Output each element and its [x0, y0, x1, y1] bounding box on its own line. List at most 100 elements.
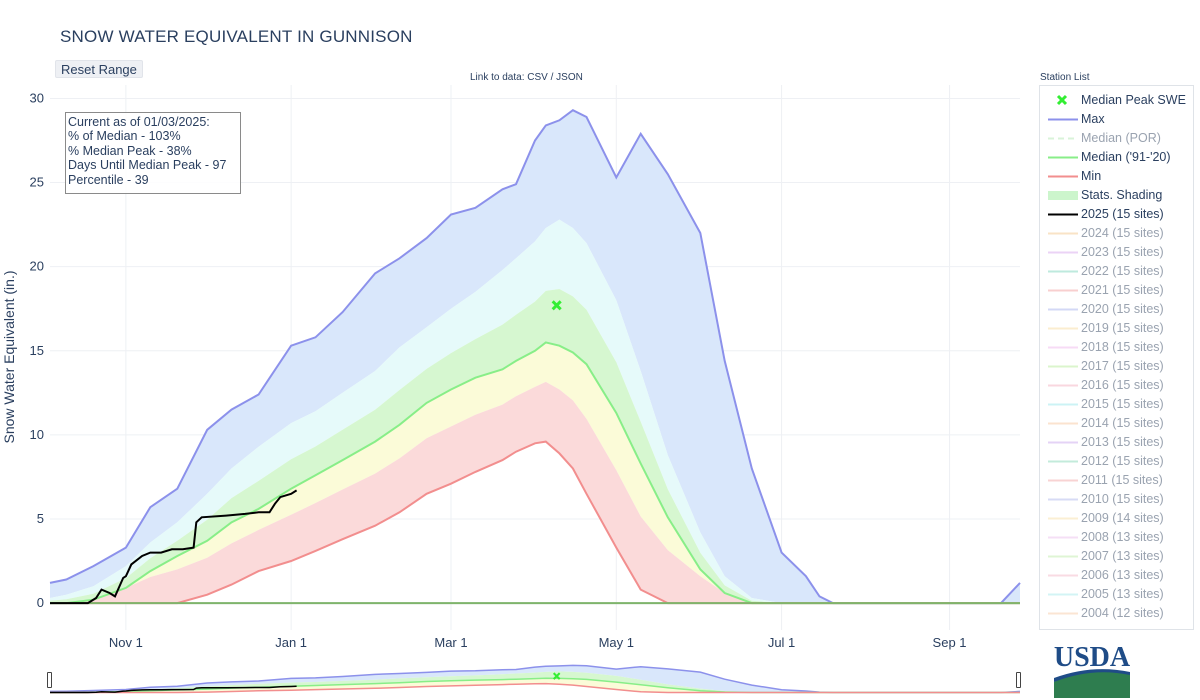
- band-upper-mid: [50, 219, 1020, 604]
- legend-swatch: [1048, 308, 1078, 311]
- json-link[interactable]: JSON: [556, 72, 583, 83]
- y-tick-label: 15: [30, 343, 44, 358]
- x-tick-label: Nov 1: [109, 635, 143, 650]
- band-median-lower: [50, 342, 1020, 604]
- legend-swatch: [1048, 593, 1078, 596]
- legend-label: 2021 (15 sites): [1081, 283, 1164, 297]
- legend-swatch: [1048, 213, 1078, 216]
- legend-label: Stats. Shading: [1081, 188, 1163, 202]
- usda-logo-stripe: [1054, 669, 1130, 682]
- legend-label: 2013 (15 sites): [1081, 435, 1164, 449]
- y-tick-label: 5: [37, 511, 44, 526]
- legend-item[interactable]: 2023 (15 sites): [1040, 243, 1195, 262]
- x-tick-label: Mar 1: [434, 635, 467, 650]
- legend-swatch: [1048, 555, 1078, 558]
- legend-item[interactable]: 2010 (15 sites): [1040, 490, 1195, 509]
- legend-item[interactable]: 2015 (15 sites): [1040, 395, 1195, 414]
- legend-item[interactable]: 2024 (15 sites): [1040, 224, 1195, 243]
- legend-item[interactable]: Median ('91-'20): [1040, 148, 1195, 167]
- legend-swatch: [1048, 232, 1078, 235]
- legend-item[interactable]: 2013 (15 sites): [1040, 433, 1195, 452]
- range-slider-right-handle[interactable]: [1016, 672, 1021, 688]
- legend-label: 2019 (15 sites): [1081, 321, 1164, 335]
- station-list-link[interactable]: Station List: [1040, 72, 1090, 83]
- legend-swatch: [1048, 460, 1078, 463]
- legend-label: 2014 (15 sites): [1081, 416, 1164, 430]
- legend-swatch: [1048, 384, 1078, 387]
- legend-item[interactable]: 2019 (15 sites): [1040, 319, 1195, 338]
- x-tick-label: Jan 1: [275, 635, 307, 650]
- legend-item[interactable]: 2004 (12 sites): [1040, 604, 1195, 623]
- legend-swatch: [1048, 479, 1078, 482]
- legend-label: 2024 (15 sites): [1081, 226, 1164, 240]
- legend-label: 2016 (15 sites): [1081, 378, 1164, 392]
- legend-swatch: [1056, 94, 1068, 106]
- legend-item[interactable]: 2005 (13 sites): [1040, 585, 1195, 604]
- legend-item[interactable]: Stats. Shading: [1040, 186, 1195, 205]
- reset-range-button[interactable]: Reset Range: [55, 60, 143, 78]
- info-percentile: Percentile - 39: [68, 172, 149, 187]
- legend-item[interactable]: 2008 (13 sites): [1040, 528, 1195, 547]
- legend-item[interactable]: 2021 (15 sites): [1040, 281, 1195, 300]
- y-tick-label: 25: [30, 175, 44, 190]
- legend-item[interactable]: 2009 (14 sites): [1040, 509, 1195, 528]
- legend-label: 2023 (15 sites): [1081, 245, 1164, 259]
- usda-logo-text: USDA: [1054, 642, 1131, 673]
- legend-label: 2008 (13 sites): [1081, 530, 1164, 544]
- y-tick-label: 30: [30, 90, 44, 105]
- range-slider-left-handle[interactable]: [47, 672, 52, 688]
- data-link-bar: Link to data: CSV / JSON: [470, 72, 583, 83]
- info-current-date: Current as of 01/03/2025:: [68, 115, 210, 129]
- y-tick-label: 20: [30, 259, 44, 274]
- legend-swatch: [1048, 498, 1078, 501]
- band-lower-min: [50, 381, 1020, 604]
- legend-item[interactable]: 2007 (13 sites): [1040, 547, 1195, 566]
- legend-item[interactable]: 2014 (15 sites): [1040, 414, 1195, 433]
- legend-item[interactable]: 2006 (13 sites): [1040, 566, 1195, 585]
- csv-link[interactable]: CSV: [527, 72, 548, 83]
- legend-item[interactable]: Median (POR): [1040, 129, 1195, 148]
- legend-label: 2007 (13 sites): [1081, 549, 1164, 563]
- legend-swatch: [1048, 441, 1078, 444]
- legend-swatch: [1048, 156, 1078, 159]
- legend-label: 2025 (15 sites): [1081, 207, 1164, 221]
- slider-min-line: [50, 682, 1020, 694]
- slider-peak-marker: [552, 672, 561, 680]
- median-peak-x: [551, 300, 562, 311]
- legend-label: 2022 (15 sites): [1081, 264, 1164, 278]
- legend-item[interactable]: Median Peak SWE: [1040, 91, 1195, 110]
- legend-item[interactable]: 2022 (15 sites): [1040, 262, 1195, 281]
- range-slider[interactable]: [49, 664, 1021, 694]
- legend-label: 2005 (13 sites): [1081, 587, 1164, 601]
- data-link-prefix: Link to data:: [470, 72, 525, 83]
- legend-swatch: [1048, 574, 1078, 577]
- x-tick-label: Sep 1: [933, 635, 967, 650]
- usda-logo: USDA: [1054, 642, 1131, 698]
- legend-label: Median (POR): [1081, 131, 1161, 145]
- legend-band: [1048, 191, 1078, 200]
- band-median-upper: [50, 289, 1020, 604]
- legend-item[interactable]: 2017 (15 sites): [1040, 357, 1195, 376]
- legend-label: 2018 (15 sites): [1081, 340, 1164, 354]
- legend-label: Median ('91-'20): [1081, 150, 1171, 164]
- y-axis-label: Snow Water Equivalent (in.): [1, 271, 17, 444]
- legend-label: 2011 (15 sites): [1081, 473, 1163, 487]
- legend-label: Min: [1081, 169, 1102, 183]
- legend-item[interactable]: 2020 (15 sites): [1040, 300, 1195, 319]
- legend-item[interactable]: Max: [1040, 110, 1195, 129]
- legend-item[interactable]: Min: [1040, 167, 1195, 186]
- legend-item[interactable]: 2018 (15 sites): [1040, 338, 1195, 357]
- legend-label: 2012 (15 sites): [1081, 454, 1164, 468]
- legend-item[interactable]: 2016 (15 sites): [1040, 376, 1195, 395]
- chart-title: SNOW WATER EQUIVALENT IN GUNNISON: [60, 27, 413, 46]
- legend-label: 2010 (15 sites): [1081, 492, 1164, 506]
- legend-label: Max: [1081, 112, 1105, 126]
- legend-swatch: [1048, 517, 1078, 520]
- legend-label: 2009 (14 sites): [1081, 511, 1164, 525]
- legend-swatch: [1048, 422, 1078, 425]
- legend-item[interactable]: 2011 (15 sites): [1040, 471, 1195, 490]
- band-max-upper: [50, 110, 1020, 604]
- legend-item[interactable]: 2025 (15 sites): [1040, 205, 1195, 224]
- legend-item[interactable]: 2012 (15 sites): [1040, 452, 1195, 471]
